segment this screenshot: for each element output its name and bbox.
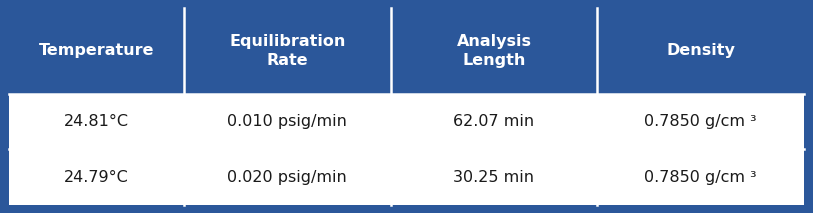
Text: 0.7850 g/cm ³: 0.7850 g/cm ³ xyxy=(645,114,757,129)
Bar xyxy=(598,8,804,94)
Bar xyxy=(390,8,598,94)
Text: Equilibration
Rate: Equilibration Rate xyxy=(229,34,346,68)
Text: Analysis
Length: Analysis Length xyxy=(456,34,532,68)
Text: 62.07 min: 62.07 min xyxy=(454,114,534,129)
Bar xyxy=(184,94,390,149)
Text: 0.010 psig/min: 0.010 psig/min xyxy=(228,114,347,129)
Text: Temperature: Temperature xyxy=(39,43,154,58)
Bar xyxy=(9,94,184,149)
Text: 24.81°C: 24.81°C xyxy=(64,114,129,129)
Text: Density: Density xyxy=(667,43,735,58)
Bar xyxy=(390,149,598,205)
Text: 30.25 min: 30.25 min xyxy=(454,170,534,185)
Bar xyxy=(9,149,184,205)
Bar xyxy=(9,8,184,94)
Bar xyxy=(598,94,804,149)
Bar xyxy=(390,94,598,149)
Text: 0.020 psig/min: 0.020 psig/min xyxy=(228,170,347,185)
Bar xyxy=(598,149,804,205)
Bar xyxy=(184,8,390,94)
Bar xyxy=(184,149,390,205)
Text: 24.79°C: 24.79°C xyxy=(64,170,128,185)
Text: 0.7850 g/cm ³: 0.7850 g/cm ³ xyxy=(645,170,757,185)
